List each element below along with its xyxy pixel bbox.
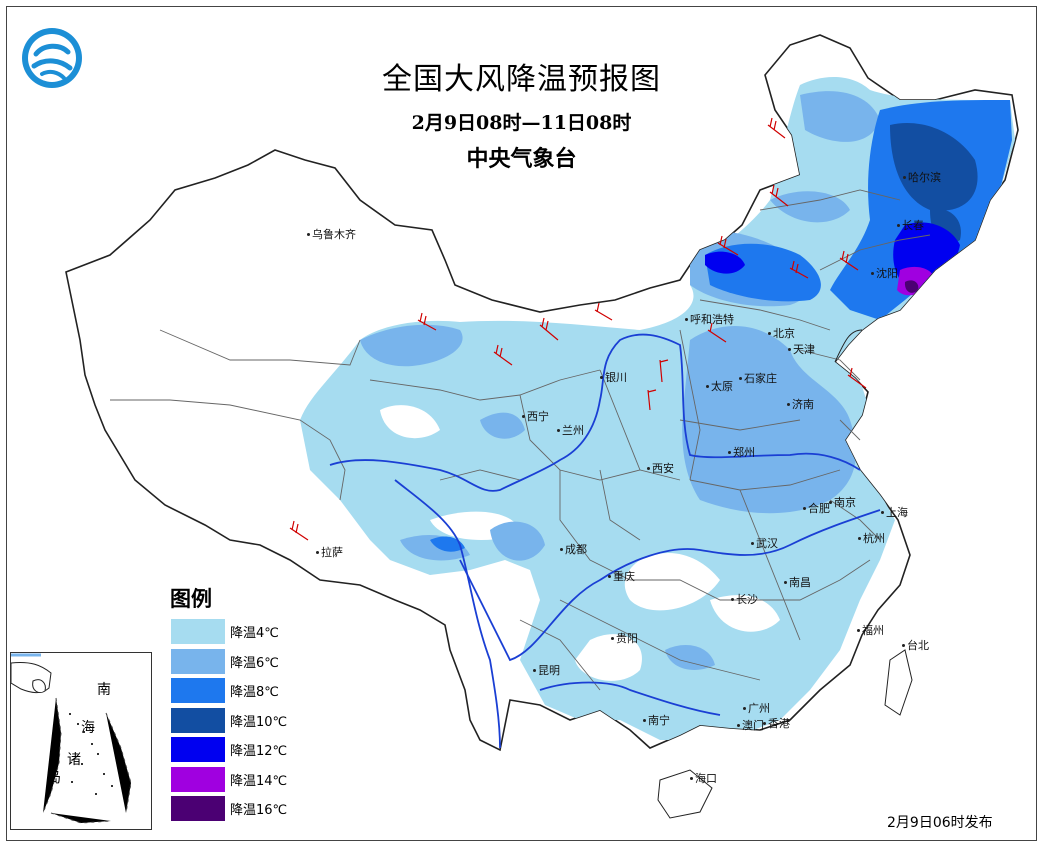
legend-item: 降温16℃ bbox=[170, 794, 287, 824]
city-label: 济南 bbox=[787, 398, 814, 411]
legend: 图例 降温4℃ 降温6℃ 降温8℃ 降温10℃ 降温12℃ 降温14℃ 降温16℃ bbox=[170, 583, 287, 824]
south-china-sea-inset: 南 海 诸 岛 bbox=[10, 652, 152, 830]
city-label: 香港 bbox=[763, 717, 790, 730]
city-label: 成都 bbox=[560, 543, 587, 556]
inset-label-4: 岛 bbox=[47, 770, 61, 786]
legend-label: 降温4℃ bbox=[230, 626, 279, 642]
city-label: 西安 bbox=[647, 462, 674, 475]
legend-item: 降温4℃ bbox=[170, 617, 287, 647]
city-label: 海口 bbox=[690, 772, 717, 785]
city-label: 哈尔滨 bbox=[903, 171, 941, 184]
city-label: 上海 bbox=[881, 506, 908, 519]
legend-swatch bbox=[170, 736, 226, 764]
legend-label: 降温16℃ bbox=[230, 803, 288, 819]
legend-swatch bbox=[170, 677, 226, 705]
taiwan-outline bbox=[884, 649, 913, 716]
issue-time: 2月9日06时发布 bbox=[887, 815, 993, 831]
city-label: 石家庄 bbox=[739, 372, 777, 385]
legend-swatch bbox=[170, 618, 226, 646]
legend-swatch bbox=[170, 647, 226, 675]
legend-label: 降温6℃ bbox=[230, 655, 279, 671]
forecast-period: 2月9日08时—11日08时 bbox=[411, 112, 632, 134]
city-label: 沈阳 bbox=[871, 267, 898, 280]
city-label: 兰州 bbox=[557, 424, 584, 437]
city-label: 长沙 bbox=[731, 593, 758, 606]
issuer: 中央气象台 bbox=[466, 147, 577, 172]
inset-map bbox=[11, 653, 132, 824]
legend-item: 降温6℃ bbox=[170, 647, 287, 677]
city-label: 贵阳 bbox=[611, 632, 638, 645]
legend-item: 降温14℃ bbox=[170, 765, 287, 795]
city-label: 澳门 bbox=[737, 719, 764, 732]
province-borders bbox=[110, 189, 931, 691]
city-label: 长春 bbox=[897, 219, 924, 232]
city-label: 郑州 bbox=[728, 446, 755, 459]
city-label: 武汉 bbox=[751, 537, 778, 550]
legend-swatch bbox=[170, 795, 226, 823]
city-label: 拉萨 bbox=[316, 546, 343, 559]
cooling-zones bbox=[300, 76, 1015, 741]
city-label: 重庆 bbox=[608, 570, 635, 583]
inset-label-2: 海 bbox=[81, 720, 95, 736]
city-label: 福州 bbox=[857, 624, 884, 637]
city-label: 天津 bbox=[788, 343, 815, 356]
city-label: 北京 bbox=[768, 327, 795, 340]
city-label: 广州 bbox=[743, 702, 770, 715]
legend-title: 图例 bbox=[170, 587, 212, 611]
city-label: 合肥 bbox=[803, 502, 830, 515]
city-label: 南京 bbox=[829, 496, 856, 509]
legend-swatch bbox=[170, 765, 226, 793]
inset-label-3: 诸 bbox=[67, 752, 81, 768]
wind-barbs bbox=[289, 117, 867, 541]
city-label: 太原 bbox=[706, 380, 733, 393]
city-label: 南宁 bbox=[643, 714, 670, 727]
city-label: 昆明 bbox=[533, 664, 560, 677]
hainan-outline bbox=[657, 769, 713, 819]
city-label: 西宁 bbox=[522, 410, 549, 423]
legend-label: 降温12℃ bbox=[230, 744, 288, 760]
legend-item: 降温10℃ bbox=[170, 706, 287, 736]
legend-item: 降温8℃ bbox=[170, 676, 287, 706]
cma-logo-icon bbox=[22, 28, 82, 88]
legend-label: 降温14℃ bbox=[230, 773, 288, 789]
legend-swatch bbox=[170, 706, 226, 734]
legend-item: 降温12℃ bbox=[170, 735, 287, 765]
city-label: 南昌 bbox=[784, 576, 811, 589]
inset-label-1: 南 bbox=[97, 682, 111, 698]
legend-label: 降温10℃ bbox=[230, 714, 288, 730]
map-title: 全国大风降温预报图 bbox=[382, 62, 661, 97]
city-label: 呼和浩特 bbox=[685, 313, 734, 326]
legend-rows: 降温4℃ 降温6℃ 降温8℃ 降温10℃ 降温12℃ 降温14℃ 降温16℃ bbox=[170, 617, 287, 824]
rivers bbox=[329, 333, 881, 749]
city-label: 乌鲁木齐 bbox=[307, 228, 356, 241]
legend-label: 降温8℃ bbox=[230, 685, 279, 701]
city-label: 银川 bbox=[600, 371, 627, 384]
city-label: 杭州 bbox=[858, 532, 885, 545]
coastline bbox=[834, 329, 863, 363]
city-label: 台北 bbox=[902, 639, 929, 652]
